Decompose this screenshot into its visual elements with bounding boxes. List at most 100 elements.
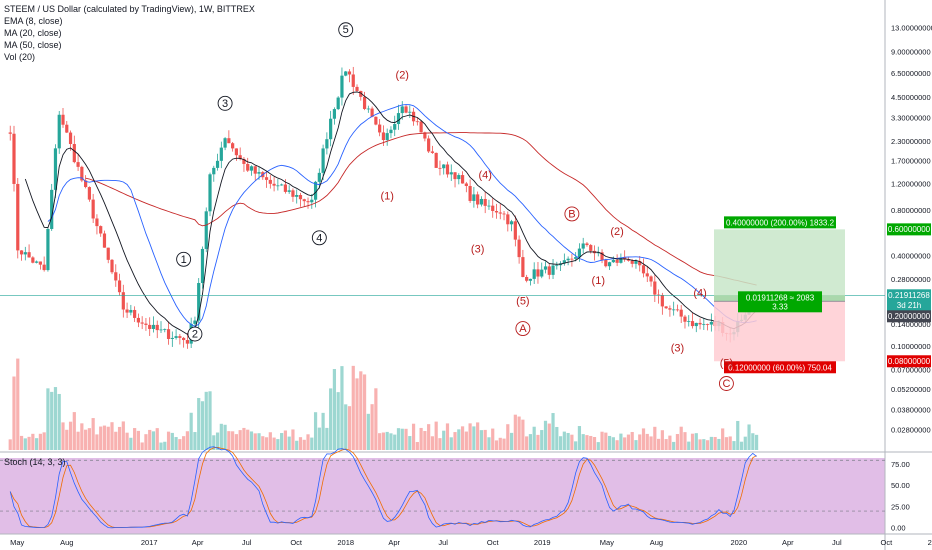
x-tick-label: Aug (650, 538, 663, 547)
volume-bar (61, 422, 65, 450)
wave-circle (311, 230, 327, 246)
candle-body (351, 74, 355, 87)
wave-label: (2) (396, 70, 409, 82)
x-tick-label: Oct (881, 538, 894, 547)
candle-body (570, 258, 574, 260)
volume-bar (596, 442, 600, 450)
ma20-line (47, 104, 757, 327)
volume-bar (72, 412, 76, 450)
volume-bar (555, 426, 559, 450)
candle-body (23, 252, 27, 255)
target-text-box (724, 216, 836, 229)
candle-body (212, 167, 216, 175)
volume-bar (540, 430, 544, 450)
wave-circle (187, 326, 203, 342)
volume-bar (408, 436, 412, 450)
candle-body (219, 147, 223, 161)
candle-body (378, 124, 382, 133)
candle-body (272, 183, 276, 186)
volume-bar (385, 431, 389, 450)
candle-body (106, 247, 110, 260)
wave-label: (5) (720, 357, 733, 369)
volume-bar (268, 432, 272, 450)
x-tick-label: Aug (60, 538, 73, 547)
wave-circle (718, 376, 734, 391)
volume-bar (506, 424, 510, 450)
y-tick-label: 0.07000000 (891, 366, 931, 375)
candle-body (336, 97, 340, 110)
candle-body (257, 172, 261, 174)
volume-bar (721, 428, 725, 450)
y-tick-label: 0.03800000 (891, 406, 931, 415)
candle-body (50, 189, 54, 229)
x-tick-label: 2020 (730, 538, 747, 547)
volume-bar (638, 434, 642, 450)
candle-body (566, 258, 570, 261)
volume-bar (133, 428, 137, 450)
wave-label: 1 (181, 254, 187, 266)
candle-body (306, 201, 310, 203)
candle-body (532, 269, 536, 279)
volume-bar (12, 376, 16, 450)
candle-body (68, 132, 73, 145)
wave-circle (176, 251, 192, 267)
volume-bar (155, 428, 159, 450)
volume-bar (396, 428, 401, 450)
volume-bar (732, 441, 736, 450)
candle-body (649, 276, 653, 282)
entry-price-label-box (887, 310, 931, 323)
volume-bar (592, 437, 597, 450)
volume-bar (502, 438, 506, 450)
y-tick-label: 4.50000000 (891, 93, 931, 102)
entry-price-label: 0.20000000 (888, 312, 931, 321)
volume-bar (87, 428, 91, 450)
candle-body (295, 195, 299, 197)
volume-bar (197, 398, 201, 450)
volume-bar (656, 438, 661, 450)
volume-bar (626, 434, 631, 450)
volume-bar (148, 429, 152, 450)
volume-bar (136, 430, 140, 450)
candle-body (313, 181, 318, 200)
volume-bar (739, 441, 744, 450)
candle-body (253, 166, 257, 174)
x-tick-label: May (600, 538, 614, 547)
volume-bar (442, 430, 446, 450)
volume-bar (234, 434, 239, 450)
stop-text-box (724, 361, 836, 374)
wave-label: (1) (380, 190, 393, 202)
last-price-label-countdown: 3d 21h (897, 301, 921, 310)
volume-bar (411, 423, 416, 450)
volume-bar (227, 431, 231, 450)
candle-body (144, 323, 148, 325)
candle-body (600, 252, 604, 260)
y-tick-label: 0.10000000 (891, 342, 931, 351)
candle-body (641, 265, 646, 274)
volume-bar (743, 436, 747, 450)
y-tick-label: 0.02800000 (891, 426, 931, 435)
candle-body (449, 172, 453, 175)
candle-body (291, 190, 295, 197)
candle-body (396, 113, 401, 125)
stop-price-label: 0.08000000 (888, 357, 931, 366)
candle-body (453, 172, 457, 180)
volume-bar (208, 391, 212, 450)
volume-bar (589, 435, 593, 450)
y-tick-label: 1.70000000 (891, 157, 931, 166)
y-tick-label: 1.20000000 (891, 179, 931, 188)
candle-body (619, 257, 623, 263)
current-box (738, 291, 822, 313)
candle-body (626, 259, 631, 261)
x-tick-label: 2017 (141, 538, 158, 547)
candle-body (110, 259, 114, 273)
stop-text: 0.12000000 (60.00%) 750.04 (728, 363, 832, 372)
candle-body (170, 337, 174, 339)
volume-bar (242, 427, 246, 450)
wave-label: (4) (693, 288, 706, 300)
volume-bar (80, 423, 84, 450)
volume-bar (562, 431, 566, 450)
candle-body (604, 259, 608, 267)
candle-body (148, 324, 152, 329)
stoch-tick-label: 25.00 (891, 502, 910, 511)
